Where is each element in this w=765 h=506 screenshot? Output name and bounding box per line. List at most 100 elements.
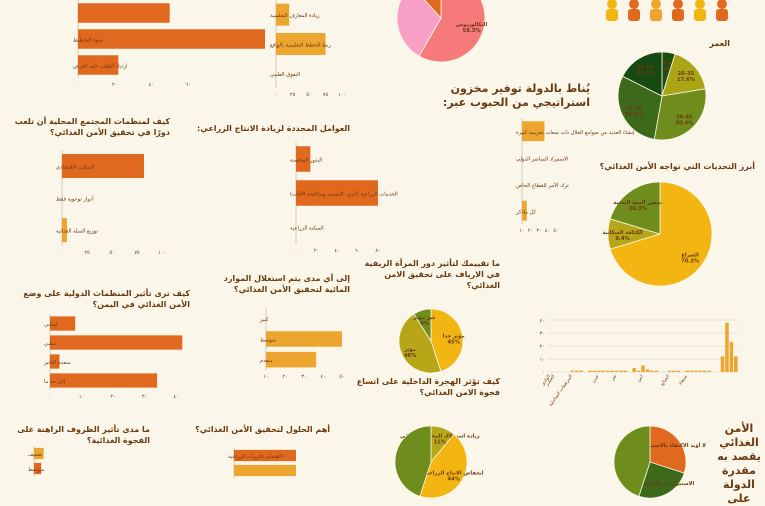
pie-slice bbox=[653, 88, 707, 141]
category-label: كبير bbox=[259, 317, 269, 323]
chart-4-title: العمر bbox=[709, 39, 730, 48]
bar bbox=[296, 180, 378, 206]
bar bbox=[78, 55, 119, 75]
category-label: عدن bbox=[591, 374, 600, 384]
tick-label: ٥٠ bbox=[553, 228, 558, 234]
bar bbox=[707, 370, 712, 372]
chart-5: إنشاء العديد من صوامع الغلال ذات سعات تخ… bbox=[515, 118, 635, 234]
bar bbox=[234, 449, 296, 462]
chart-13-title: كيف تؤثر الهجرة الداخلية على اتساع فجوة … bbox=[356, 377, 500, 397]
pie-slice bbox=[398, 313, 442, 374]
bar bbox=[623, 370, 628, 372]
slice-label: البكالوريوس bbox=[456, 22, 488, 28]
category-label: كل ماذكر bbox=[515, 209, 537, 215]
tick-label: ١٠ bbox=[540, 357, 545, 363]
tick-label: ١٠ bbox=[79, 394, 84, 400]
person-icon bbox=[628, 0, 640, 21]
category-label: زيادة المعارف التعليمية bbox=[270, 13, 320, 19]
chart-6: التمكين الاقتصادي أدوار توعوية فقط توزيع ا… bbox=[56, 150, 166, 256]
category-label: المرتفعات الساحلية bbox=[548, 374, 573, 407]
tick-label: ٢٠ bbox=[110, 394, 115, 400]
slice-label: 36-45 bbox=[676, 115, 693, 121]
bar bbox=[610, 370, 614, 372]
bar bbox=[276, 33, 326, 55]
slice-label: 55-46 bbox=[625, 106, 642, 112]
tick-label: ٢٠ bbox=[112, 82, 117, 88]
category-label: الخدمات الزراعية (الري، التسميد ومكافحة … bbox=[290, 191, 398, 198]
bar bbox=[592, 370, 597, 372]
bar bbox=[694, 370, 698, 372]
chart-6-title: كيف لمنظمات المجتمع المحلية أن تلعب دورً… bbox=[14, 117, 170, 137]
tick-label: ٤٠ bbox=[320, 374, 325, 380]
slice-label: مؤثر bbox=[403, 347, 416, 353]
pie-slice bbox=[424, 0, 442, 20]
chart-8-title: أبرز التحديات التي تواجه الأمن الغذائي؟ bbox=[599, 162, 755, 171]
slice-label: الصراع bbox=[681, 252, 699, 258]
bar bbox=[579, 370, 583, 372]
slice-label: 26-35 bbox=[678, 71, 695, 77]
bar bbox=[50, 316, 76, 331]
person-icon bbox=[672, 0, 684, 21]
chart-11-title: كيف ترى تأثير المنظمات الدولية على وضع ا… bbox=[23, 289, 190, 309]
bar bbox=[703, 370, 707, 372]
slice-label: 25-18 bbox=[658, 61, 675, 67]
category-label: سوء التخطيط bbox=[73, 38, 103, 44]
category-label: إنشاء العديد من صوامع الغلال ذات سعات تخ… bbox=[516, 130, 635, 136]
bar bbox=[62, 154, 144, 178]
category-label: الضالع bbox=[660, 374, 671, 387]
bar bbox=[650, 370, 654, 372]
category-label: متوسط bbox=[28, 467, 45, 473]
bar bbox=[654, 370, 659, 372]
slice-label: 56-65 bbox=[637, 65, 654, 71]
tick-label: ٢٠ bbox=[314, 248, 319, 254]
category-label: ترك الأمر للقطاع الخاص bbox=[516, 182, 569, 189]
bar bbox=[574, 370, 579, 372]
tick-label: ٢٠ bbox=[540, 344, 545, 350]
category-label: الوادي bbox=[541, 374, 552, 387]
bar bbox=[34, 447, 44, 460]
category-label: أدوار توعوية فقط bbox=[56, 195, 94, 203]
tick-label: ٦٠ bbox=[185, 82, 190, 88]
category-label: إيجابي bbox=[44, 322, 58, 328]
category-label: الميكنة الزراعية bbox=[290, 226, 324, 232]
pie-slice bbox=[661, 51, 676, 97]
bar bbox=[78, 29, 265, 49]
category-label: الاستيراد المباشر الدولي bbox=[516, 156, 568, 162]
bar bbox=[570, 370, 575, 372]
slice-percent: 17.6% bbox=[636, 71, 655, 77]
person-icon bbox=[606, 0, 618, 21]
bar bbox=[34, 462, 42, 475]
slice-percent: 30.4% bbox=[675, 121, 694, 127]
bar bbox=[62, 218, 67, 242]
bar bbox=[266, 351, 317, 368]
tick-label: ٠ bbox=[275, 92, 278, 98]
chart-16: الاهتمام بالثروات الزراعية bbox=[228, 448, 296, 478]
person-icon bbox=[694, 0, 706, 21]
tick-label: ٤٠ bbox=[173, 394, 178, 400]
tick-label: ٤٠ bbox=[545, 228, 550, 234]
side-title-line-4: مقدرة bbox=[722, 464, 756, 477]
category-label: تعز bbox=[610, 374, 619, 383]
bar bbox=[641, 365, 645, 372]
category-label: الحضر bbox=[545, 374, 557, 388]
tick-label: ٣٠ bbox=[536, 228, 541, 234]
bar bbox=[698, 370, 703, 372]
bar bbox=[50, 373, 158, 388]
slice-percent: 45% bbox=[448, 339, 461, 345]
tick-label: ٧٥ bbox=[323, 92, 329, 98]
slice-label: الاستيراد من الخارج فقط bbox=[629, 481, 694, 487]
chart-7-title: العوامل المحددة لزيادة الانتاج الزراعي: bbox=[197, 124, 350, 133]
chart-15-title: ما مدى تأثير الظروف الراهنة على الفجوة ا… bbox=[17, 425, 150, 445]
category-label: ازدياد الطلب على العرض bbox=[73, 64, 127, 70]
bar bbox=[234, 464, 296, 477]
bar bbox=[734, 356, 738, 372]
slice-percent: 29.6% bbox=[625, 112, 644, 118]
bar bbox=[619, 370, 623, 372]
bar bbox=[725, 322, 729, 372]
bar bbox=[645, 369, 650, 372]
tick-label: ٦٠ bbox=[355, 248, 360, 254]
tick-label: ٥٠ bbox=[306, 92, 311, 98]
pie-slice bbox=[649, 425, 687, 474]
